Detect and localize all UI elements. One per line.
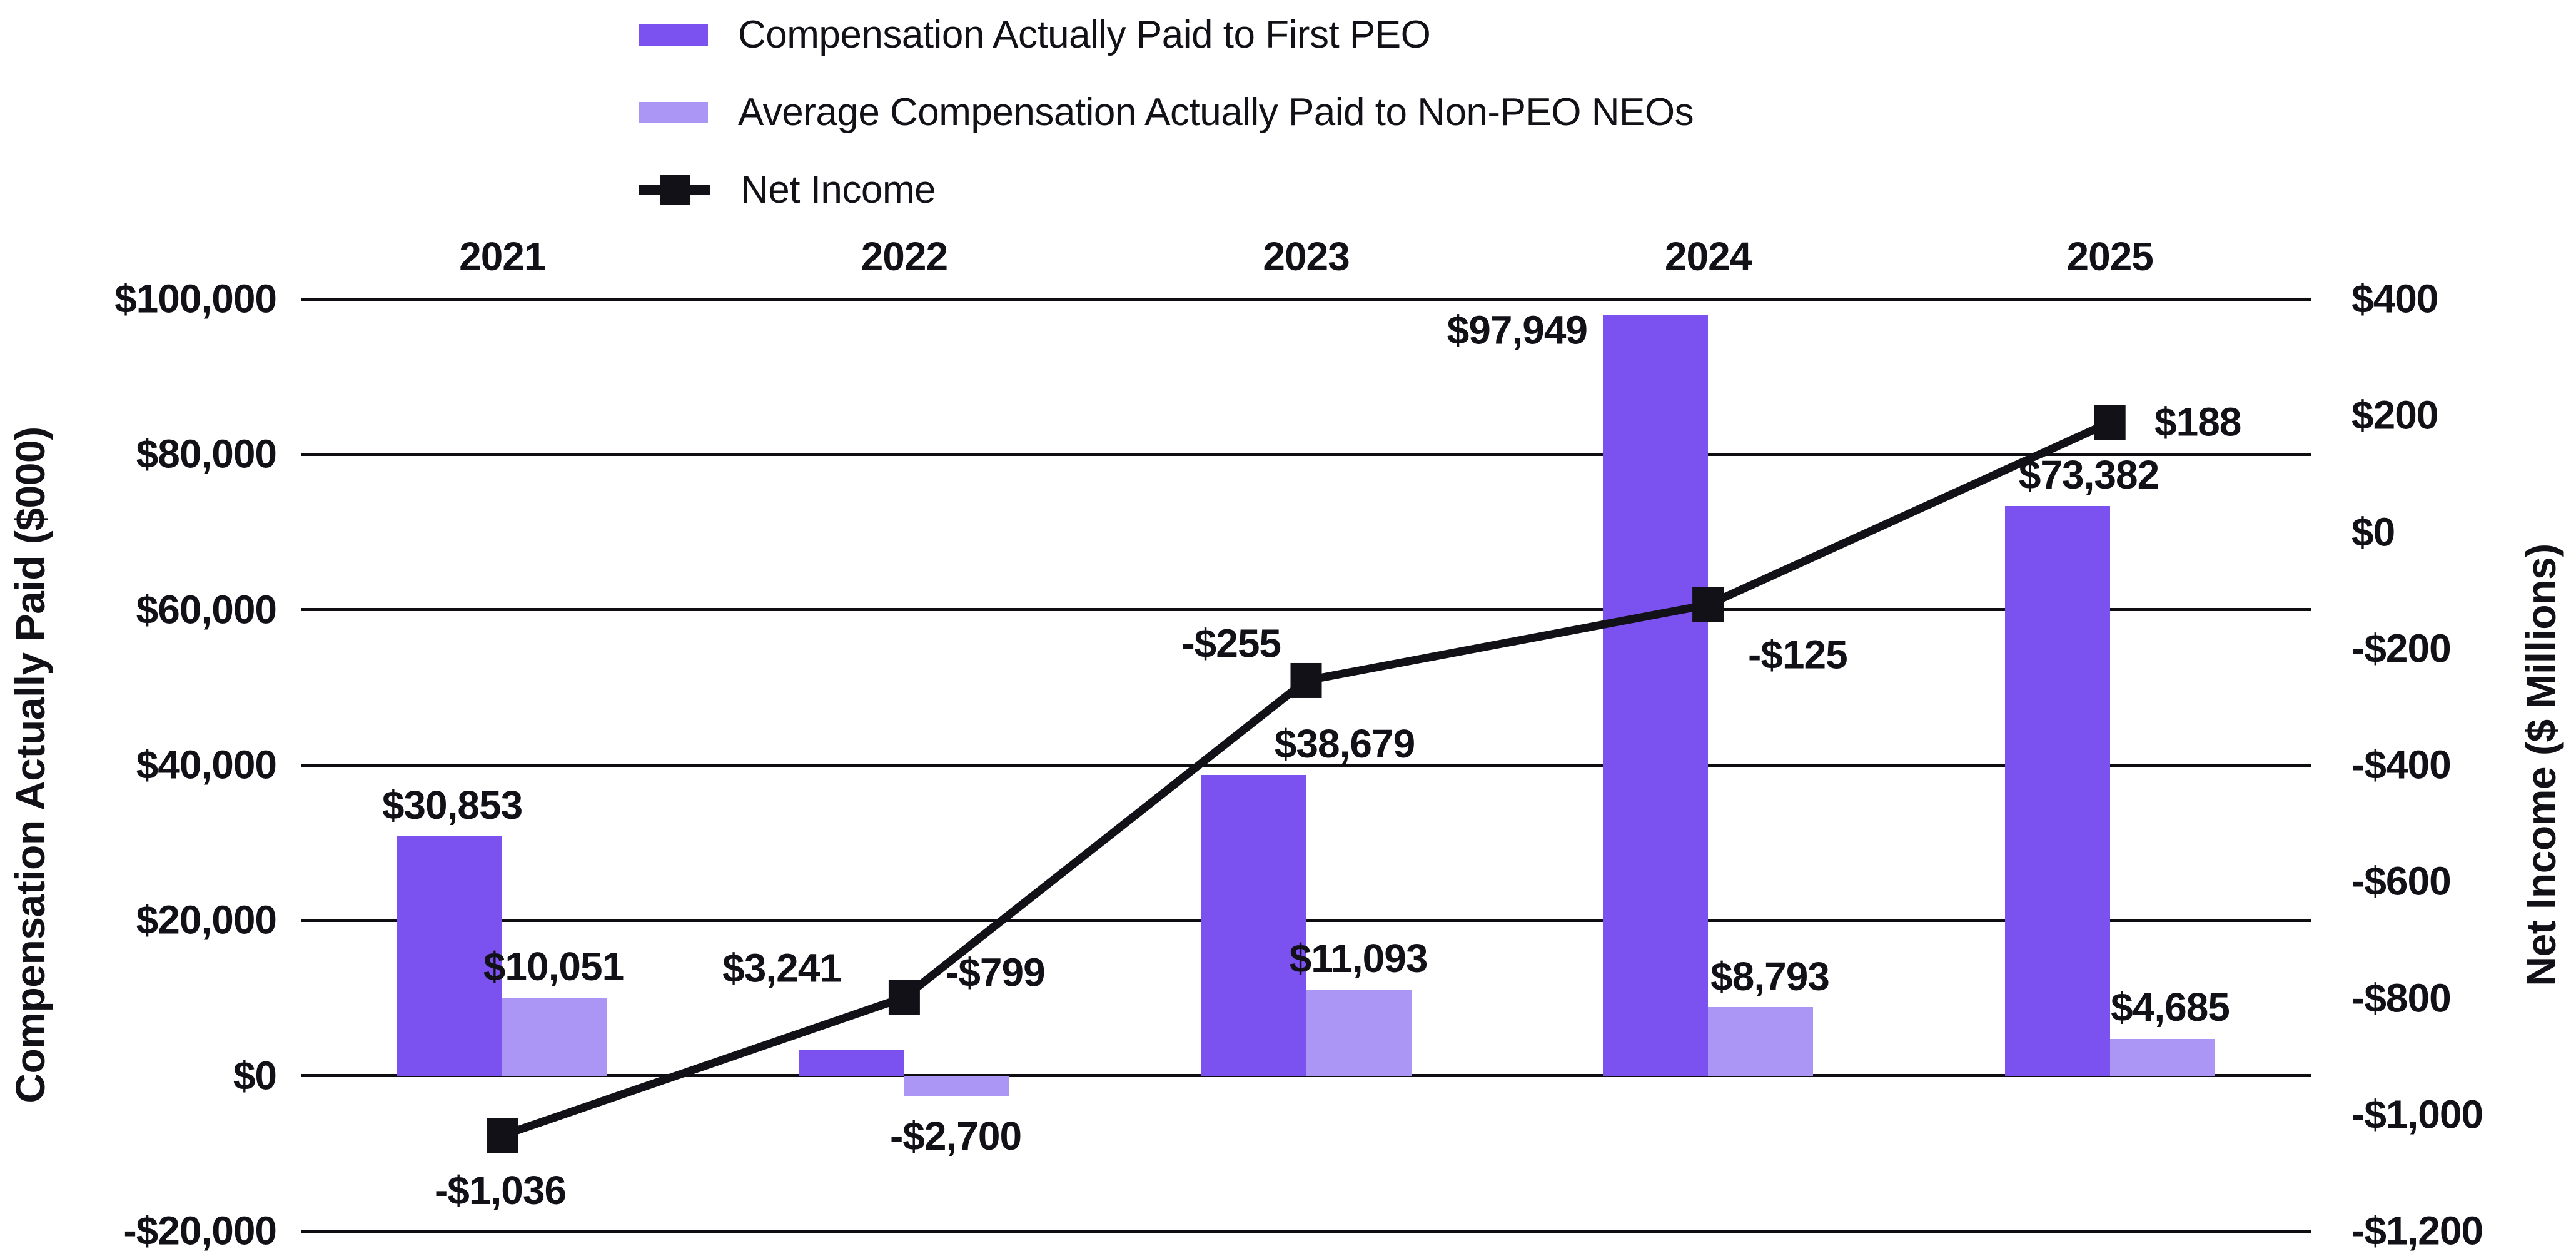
left-axis-tick: -$20,000 (123, 1208, 277, 1253)
gridline (301, 297, 2311, 301)
peo-swatch-icon (639, 24, 708, 46)
peo-value-label-2024: $97,949 (1447, 307, 1588, 353)
neo-swatch-icon (639, 102, 708, 123)
right-axis-tick: -$200 (2351, 625, 2452, 671)
net-income-value-label-2022: -$799 (946, 950, 1046, 995)
left-axis-tick: $20,000 (136, 897, 277, 943)
legend-item-peo: Compensation Actually Paid to First PEO (639, 12, 1694, 58)
neo-value-label-2024: $8,793 (1710, 953, 1830, 999)
left-axis-tick: $80,000 (136, 431, 277, 477)
left-axis-title: Compensation Actually Paid ($000) (7, 427, 53, 1103)
bar-neo-2023 (1306, 989, 1412, 1076)
year-label-2021: 2021 (459, 233, 546, 279)
right-axis-title: Net Income ($ Millions) (2518, 544, 2564, 986)
year-label-2024: 2024 (1664, 233, 1752, 279)
left-axis-tick: $0 (233, 1053, 277, 1098)
legend-item-net-income: Net Income (639, 167, 1694, 213)
net-income-line-marker-icon (639, 175, 710, 205)
right-axis-tick: $400 (2351, 276, 2438, 322)
year-label-2025: 2025 (2066, 233, 2154, 279)
net-income-value-label-2025: $188 (2154, 399, 2241, 445)
year-label-2023: 2023 (1263, 233, 1350, 279)
net-income-value-label-2023: -$255 (1181, 620, 1281, 666)
right-axis-tick: -$1,000 (2351, 1091, 2483, 1137)
legend-label-peo: Compensation Actually Paid to First PEO (738, 13, 1431, 56)
legend-label-net-income: Net Income (740, 168, 936, 211)
bar-peo-2024 (1603, 315, 1709, 1076)
net-income-square-glyph (660, 175, 690, 205)
gridline (301, 452, 2311, 456)
bar-neo-2024 (1708, 1007, 1814, 1076)
peo-value-label-2023: $38,679 (1274, 721, 1415, 766)
year-label-2022: 2022 (861, 233, 948, 279)
bar-neo-2025 (2109, 1039, 2215, 1076)
bar-neo-2022 (904, 1075, 1009, 1097)
neo-value-label-2025: $4,685 (2111, 984, 2230, 1030)
neo-value-label-2021: $10,051 (483, 943, 624, 989)
bar-peo-2021 (397, 836, 503, 1076)
neo-value-label-2022: -$2,700 (889, 1113, 1022, 1158)
peo-value-label-2021: $30,853 (381, 782, 523, 828)
net-income-value-label-2024: -$125 (1748, 632, 1848, 677)
net-income-value-label-2021: -$1,036 (434, 1168, 567, 1213)
right-axis-tick: -$1,200 (2351, 1208, 2483, 1253)
bar-peo-2025 (2004, 505, 2110, 1076)
left-axis-tick: $60,000 (136, 587, 277, 632)
bar-peo-2023 (1201, 775, 1306, 1076)
left-axis-tick: $100,000 (114, 276, 277, 322)
legend-label-neo: Average Compensation Actually Paid to No… (738, 91, 1694, 134)
legend-item-neo: Average Compensation Actually Paid to No… (639, 89, 1694, 136)
bar-peo-2022 (799, 1050, 904, 1076)
left-axis-tick: $40,000 (136, 742, 277, 788)
peo-value-label-2025: $73,382 (2018, 452, 2159, 497)
right-axis-tick: $0 (2351, 509, 2395, 554)
legend: Compensation Actually Paid to First PEO … (639, 12, 1694, 213)
peo-value-label-2022: $3,241 (722, 945, 842, 991)
right-axis-tick: -$400 (2351, 742, 2452, 788)
bar-neo-2021 (502, 997, 608, 1076)
neo-value-label-2023: $11,093 (1289, 935, 1428, 981)
gridline (301, 1229, 2311, 1233)
right-axis-tick: -$600 (2351, 858, 2452, 904)
right-axis-tick: -$800 (2351, 975, 2452, 1020)
right-axis-tick: $200 (2351, 392, 2438, 438)
